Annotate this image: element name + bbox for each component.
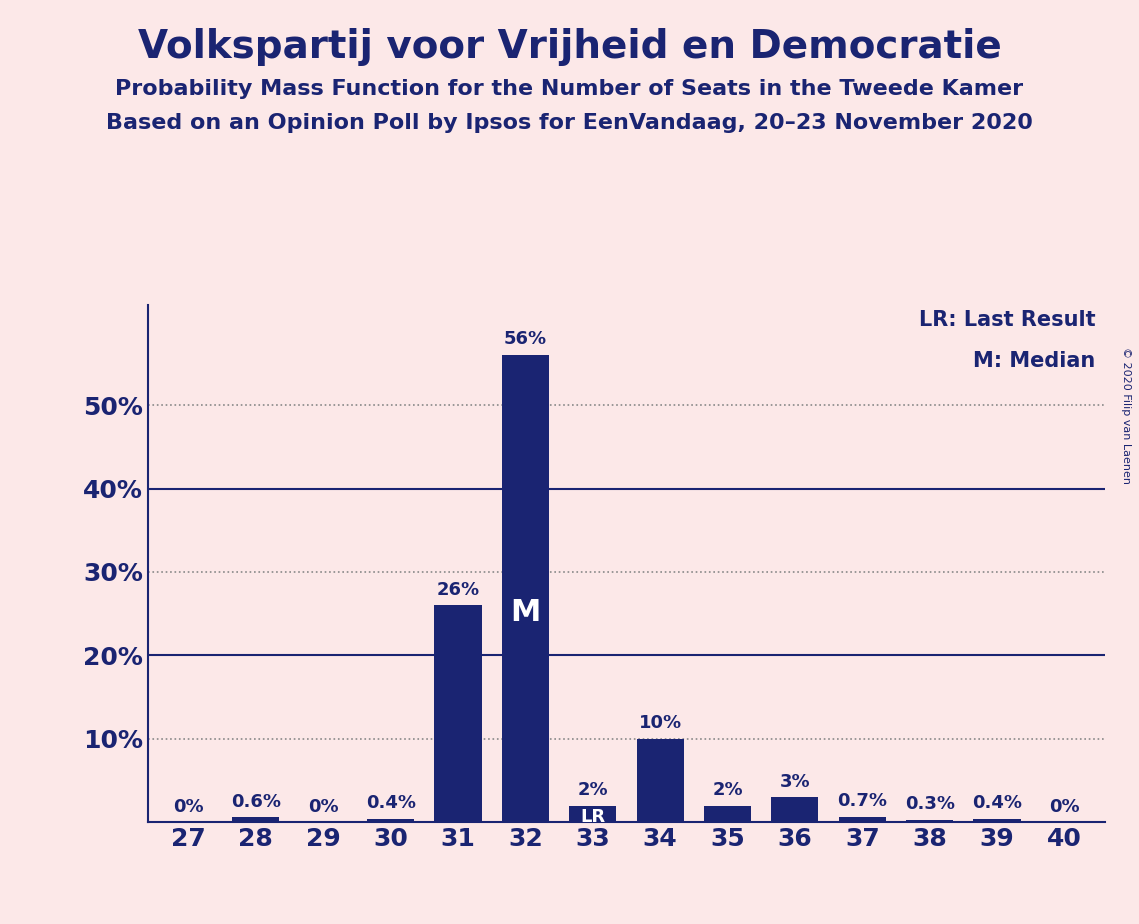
Text: 0%: 0% — [173, 797, 204, 816]
Text: 3%: 3% — [779, 772, 810, 791]
Text: 2%: 2% — [577, 781, 608, 799]
Bar — [637, 739, 683, 822]
Text: 0.4%: 0.4% — [366, 795, 416, 812]
Bar — [906, 820, 953, 822]
Text: Probability Mass Function for the Number of Seats in the Tweede Kamer: Probability Mass Function for the Number… — [115, 79, 1024, 99]
Bar — [974, 819, 1021, 822]
Text: M: M — [510, 598, 541, 626]
Bar — [232, 818, 279, 822]
Text: Volkspartij voor Vrijheid en Democratie: Volkspartij voor Vrijheid en Democratie — [138, 28, 1001, 66]
Bar — [367, 819, 415, 822]
Text: LR: LR — [580, 808, 605, 826]
Text: © 2020 Filip van Laenen: © 2020 Filip van Laenen — [1121, 347, 1131, 484]
Text: 56%: 56% — [503, 330, 547, 348]
Bar — [704, 806, 751, 822]
Bar — [838, 817, 886, 822]
Text: 10%: 10% — [639, 714, 682, 732]
Text: M: Median: M: Median — [973, 351, 1096, 371]
Text: LR: Last Result: LR: Last Result — [919, 310, 1096, 330]
Text: 2%: 2% — [712, 781, 743, 799]
Text: 0.6%: 0.6% — [231, 793, 281, 810]
Text: 0%: 0% — [308, 797, 338, 816]
Bar — [570, 806, 616, 822]
Text: 0.3%: 0.3% — [904, 796, 954, 813]
Bar — [771, 797, 819, 822]
Text: Based on an Opinion Poll by Ipsos for EenVandaag, 20–23 November 2020: Based on an Opinion Poll by Ipsos for Ee… — [106, 113, 1033, 133]
Text: 26%: 26% — [436, 580, 480, 599]
Text: 0.4%: 0.4% — [972, 795, 1022, 812]
Text: 0.7%: 0.7% — [837, 792, 887, 809]
Bar — [434, 605, 482, 822]
Bar — [502, 355, 549, 822]
Text: 0%: 0% — [1049, 797, 1080, 816]
